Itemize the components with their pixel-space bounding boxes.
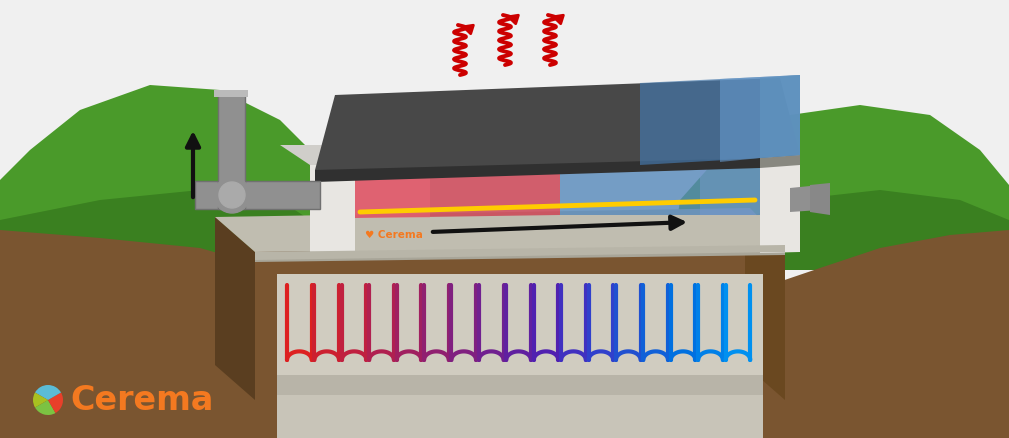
Polygon shape (560, 125, 760, 215)
Polygon shape (0, 190, 340, 280)
Polygon shape (215, 208, 785, 252)
Polygon shape (760, 155, 800, 168)
Polygon shape (281, 145, 355, 165)
Polygon shape (720, 230, 1009, 438)
Polygon shape (215, 217, 785, 252)
Circle shape (219, 182, 245, 208)
Wedge shape (48, 392, 63, 413)
Polygon shape (215, 217, 255, 400)
Polygon shape (700, 125, 760, 215)
Text: ♥ Cerema: ♥ Cerema (365, 230, 423, 240)
Polygon shape (640, 75, 800, 165)
Polygon shape (745, 217, 785, 400)
Polygon shape (255, 252, 785, 400)
Polygon shape (670, 190, 1009, 270)
Polygon shape (0, 85, 340, 270)
Wedge shape (33, 392, 48, 407)
Polygon shape (790, 185, 820, 212)
Polygon shape (214, 90, 248, 97)
Polygon shape (315, 78, 800, 173)
Polygon shape (355, 133, 560, 218)
Polygon shape (670, 105, 1009, 270)
Polygon shape (720, 75, 800, 162)
Wedge shape (35, 400, 55, 415)
Polygon shape (315, 158, 760, 182)
Polygon shape (760, 75, 800, 158)
Polygon shape (0, 0, 1009, 280)
Polygon shape (277, 375, 763, 395)
Polygon shape (277, 274, 763, 438)
Polygon shape (195, 181, 320, 209)
Polygon shape (732, 135, 800, 155)
Polygon shape (277, 274, 763, 375)
Polygon shape (0, 230, 310, 438)
Polygon shape (255, 245, 785, 260)
Polygon shape (255, 245, 785, 262)
Polygon shape (310, 165, 355, 258)
Circle shape (214, 177, 250, 213)
Text: Cerema: Cerema (70, 385, 213, 417)
Polygon shape (355, 155, 430, 218)
Polygon shape (218, 95, 245, 209)
Polygon shape (355, 215, 760, 253)
Wedge shape (35, 385, 61, 400)
Polygon shape (810, 183, 830, 215)
Polygon shape (760, 153, 800, 253)
